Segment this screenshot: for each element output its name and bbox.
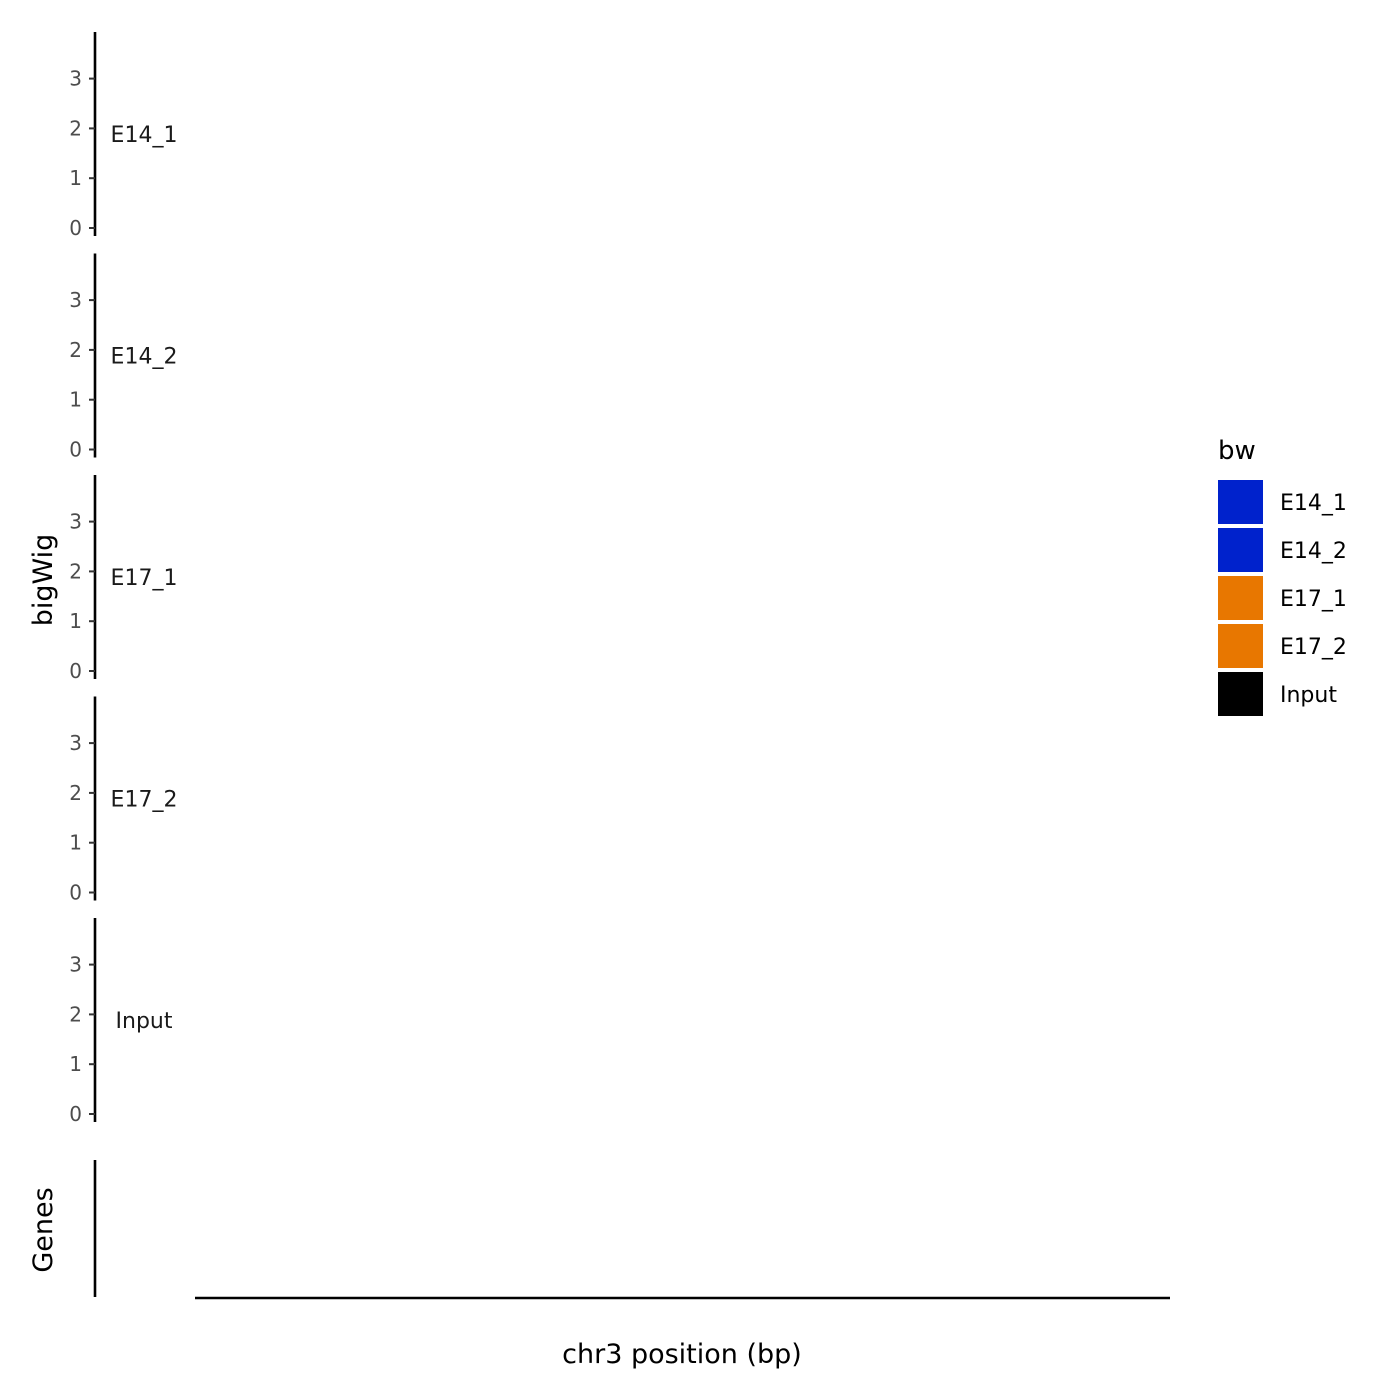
y-tick-label: 0 <box>69 659 82 683</box>
legend-label: E17_2 <box>1280 635 1347 660</box>
legend-swatch <box>1218 624 1263 668</box>
y-tick-label: 1 <box>69 609 82 633</box>
legend-item-e17-2: E17_2 <box>1218 624 1347 668</box>
y-tick-label: 0 <box>69 216 82 240</box>
legend-label: E14_1 <box>1280 491 1347 516</box>
y-tick-label: 3 <box>69 731 82 755</box>
track-e17-2: 0 1 2 3 E17_2 <box>69 696 178 905</box>
y-tick-label: 3 <box>69 510 82 534</box>
y-tick-label: 3 <box>69 67 82 91</box>
y-tick-label: 0 <box>69 438 82 462</box>
track-input: 0 1 2 3 Input <box>69 918 173 1126</box>
track-label: E14_2 <box>111 345 178 370</box>
y-tick-label: 1 <box>69 831 82 855</box>
legend-label: E17_1 <box>1280 587 1347 612</box>
legend-item-input: Input <box>1218 672 1337 716</box>
y-tick-label: 0 <box>69 1102 82 1126</box>
legend-item-e17-1: E17_1 <box>1218 576 1347 620</box>
y-tick-label: 2 <box>69 1002 82 1026</box>
y-axis-title: bigWig <box>28 534 59 627</box>
y-tick-label: 2 <box>69 338 82 362</box>
signal-tracks: 0 1 2 3 E14_1 0 1 2 3 E14_2 0 1 2 3 E17_1 0 1 2 3 E17_2 0 1 2 3… <box>69 32 178 1126</box>
legend-swatch <box>1218 480 1263 524</box>
track-e17-1: 0 1 2 3 E17_1 <box>69 475 178 683</box>
legend: bw E14_1 E14_2 E17_1 E17_2 Input <box>1218 436 1347 716</box>
track-label: E17_2 <box>111 788 178 813</box>
gene-track: Ankrd34aLix1l <box>93 1160 97 1297</box>
legend-label: Input <box>1280 683 1337 708</box>
y-tick-label: 3 <box>69 288 82 312</box>
genes-axis-title: Genes <box>28 1187 59 1272</box>
y-tick-label: 1 <box>69 166 82 190</box>
track-label: Input <box>116 1009 173 1034</box>
y-tick-label: 2 <box>69 116 82 140</box>
y-tick-label: 2 <box>69 559 82 583</box>
legend-swatch <box>1218 576 1263 620</box>
legend-title: bw <box>1218 436 1256 466</box>
legend-item-e14-2: E14_2 <box>1218 528 1347 572</box>
y-tick-label: 0 <box>69 881 82 905</box>
legend-swatch <box>1218 528 1263 572</box>
y-tick-label: 3 <box>69 953 82 977</box>
legend-item-e14-1: E14_1 <box>1218 480 1347 524</box>
y-tick-label: 1 <box>69 388 82 412</box>
track-label: E14_1 <box>111 123 178 148</box>
y-tick-label: 1 <box>69 1052 82 1076</box>
track-e14-1: 0 1 2 3 E14_1 <box>69 32 178 240</box>
legend-label: E14_2 <box>1280 539 1347 564</box>
track-label: E17_1 <box>111 566 178 591</box>
x-axis-title: chr3 position (bp) <box>562 1339 802 1370</box>
y-tick-label: 2 <box>69 781 82 805</box>
track-e14-2: 0 1 2 3 E14_2 <box>69 253 178 462</box>
x-axis: 966000009661000096620000 <box>195 1296 1170 1300</box>
legend-swatch <box>1218 672 1263 716</box>
